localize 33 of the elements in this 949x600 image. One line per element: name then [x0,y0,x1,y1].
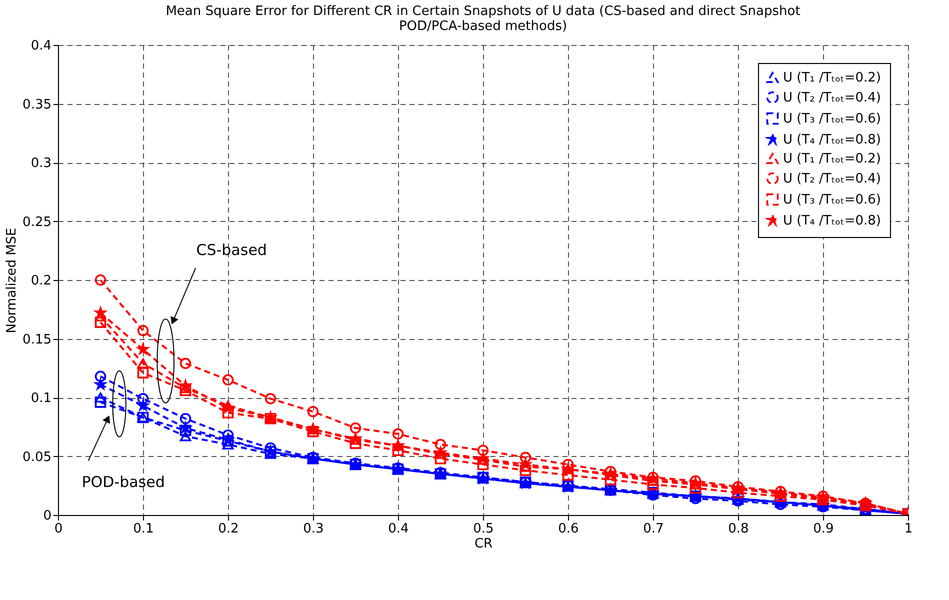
legend-label: U (T₃ /Tₜₒₜ=0.6) [783,192,882,208]
y-tick-label: 0.05 [22,450,52,465]
x-tick-label: 0.6 [558,522,579,536]
x-tick-label: 0 [54,522,63,536]
y-tick-label: 0.4 [30,38,52,54]
legend-label: U (T₄ /Tₜₒₜ=0.8) [783,132,882,148]
x-tick-label: 0.3 [303,522,324,536]
y-tick-label: 0.1 [30,391,52,406]
x-tick-label: 0.8 [728,522,749,536]
legend-label: U (T₂ /Tₜₒₜ=0.4) [783,90,882,106]
x-tick-label: 0.1 [133,522,154,536]
y-tick-label: 0.25 [22,214,52,230]
y-tick-label: 0.15 [22,332,52,348]
x-tick-label: 0.2 [218,522,239,536]
x-tick-label: 0.4 [388,522,409,536]
annotation: POD-based [82,472,165,491]
y-tick-label: 0.2 [30,274,52,288]
x-tick-label: 0.7 [643,522,664,536]
y-tick-label: 0.35 [22,97,52,112]
chart-title: Mean Square Error for Different CR in Certain Snapshots of U data (CS-based and direct Snapshot POD/PCA-based methods) [166,4,800,34]
legend-label: U (T₁ /Tₜₒₜ=0.2) [783,152,882,166]
annotation: CS-based [196,240,267,259]
x-tick-label: 1 [904,522,913,536]
x-tick-label: 0.9 [813,522,834,536]
x-axis-title: CR [474,536,493,552]
legend-label: U (T₁ /Tₜₒₜ=0.2) [783,70,882,86]
legend-label: U (T₄ /Tₜₒₜ=0.8) [783,214,882,228]
legend-label: U (T₃ /Tₜₒₜ=0.6) [783,112,882,126]
y-tick-label: 0.3 [30,156,52,171]
x-tick-label: 0.5 [473,522,494,536]
legend-label: U (T₂ /Tₜₒₜ=0.4) [783,172,882,186]
y-axis-title: Normalized MSE [4,228,20,334]
y-tick-label: 0 [43,508,52,524]
